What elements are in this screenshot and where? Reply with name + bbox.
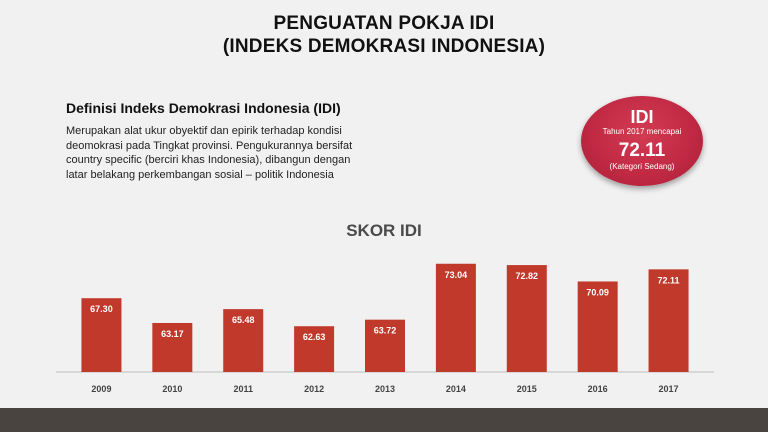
bar-2010 [152, 322, 193, 372]
x-tick-2010: 2010 [162, 384, 182, 394]
data-label-2010: 63.17 [161, 329, 184, 339]
definition-line-2: deomokrasi pada Tingkat provinsi. Penguk… [66, 139, 353, 152]
data-label-2014: 73.04 [445, 270, 468, 280]
bar-2017 [648, 269, 689, 372]
data-label-2017: 72.11 [658, 275, 680, 285]
badge-value: 72.11 [618, 140, 666, 161]
badge-note: (Kategori Sedang) [609, 162, 675, 171]
definition-line-1: Merupakan alat ukur obyektif dan epirik … [66, 125, 342, 137]
page-title: PENGUATAN POKJA IDI (INDEKS DEMOKRASI IN… [0, 12, 768, 58]
data-label-2009: 67.30 [90, 304, 113, 314]
bar-2014 [435, 263, 476, 372]
chart-title: SKOR IDI [346, 221, 422, 240]
data-label-2016: 70.09 [586, 287, 609, 297]
x-tick-2016: 2016 [588, 384, 608, 394]
definition-line-4: latar belakang perkembangan sosial – pol… [66, 168, 334, 181]
x-tick-2011: 2011 [233, 384, 253, 394]
bar-2016 [577, 281, 618, 372]
definition-line-3: country specific (berciri khas Indonesia… [66, 154, 351, 166]
x-tick-2014: 2014 [446, 384, 466, 394]
x-tick-2015: 2015 [517, 384, 537, 394]
x-tick-2012: 2012 [304, 384, 324, 394]
data-label-2015: 72.82 [516, 271, 539, 281]
title-line-1: PENGUATAN POKJA IDI [273, 13, 495, 34]
badge-label: IDI [630, 107, 654, 127]
title-line-2: (INDEKS DEMOKRASI INDONESIA) [222, 36, 546, 57]
bar-2011 [223, 309, 264, 372]
badge-subtitle: Tahun 2017 mencapai [602, 127, 682, 136]
bar-2013 [365, 319, 405, 372]
x-tick-2013: 2013 [375, 384, 395, 394]
bar-2009 [81, 298, 122, 372]
definition-body: Merupakan alat ukur obyektif dan epirik … [66, 124, 406, 182]
x-tick-2017: 2017 [659, 384, 679, 394]
data-label-2013: 63.72 [374, 326, 397, 336]
data-label-2012: 62.63 [303, 332, 326, 342]
bar-2012 [294, 326, 335, 372]
data-label-2011: 65.48 [232, 315, 255, 325]
x-tick-2009: 2009 [91, 384, 111, 394]
idi-badge: IDI Tahun 2017 mencapai 72.11 (Kategori … [581, 96, 703, 186]
definition-heading: Definisi Indeks Demokrasi Indonesia (IDI… [66, 100, 341, 116]
footer-bar [0, 408, 768, 432]
bar-2015 [506, 265, 547, 372]
